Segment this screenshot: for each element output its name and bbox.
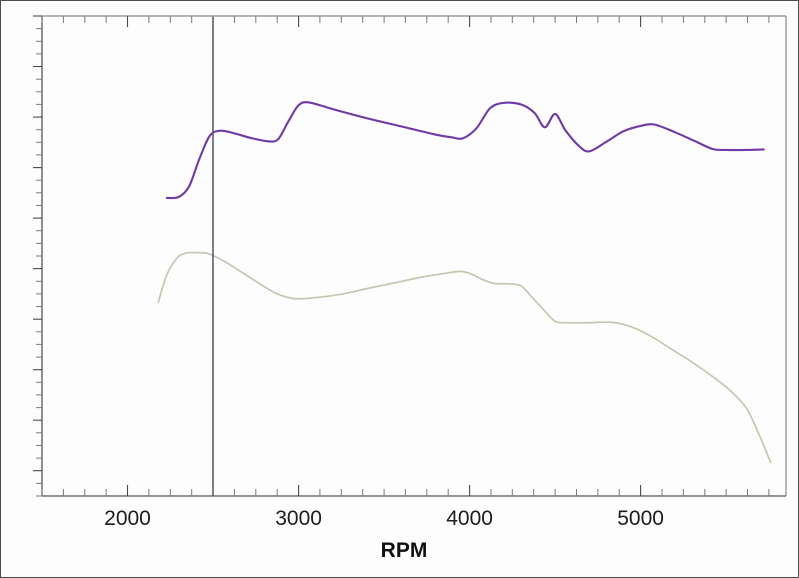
x-tick-label: 3000 <box>275 507 322 530</box>
x-tick-label: 5000 <box>617 507 664 530</box>
x-axis-title: RPM <box>381 539 428 562</box>
x-tick-label: 4000 <box>446 507 493 530</box>
x-axis-ticks-top <box>41 16 770 27</box>
y-axis-ticks <box>33 15 42 497</box>
series-torque-line <box>157 251 772 464</box>
plot-background <box>42 16 786 496</box>
x-axis-tick-labels: 2000 3000 4000 5000 <box>104 507 664 530</box>
x-tick-label: 2000 <box>104 507 151 530</box>
x-axis-ticks-bottom <box>41 485 770 496</box>
series-power-line <box>165 101 765 200</box>
